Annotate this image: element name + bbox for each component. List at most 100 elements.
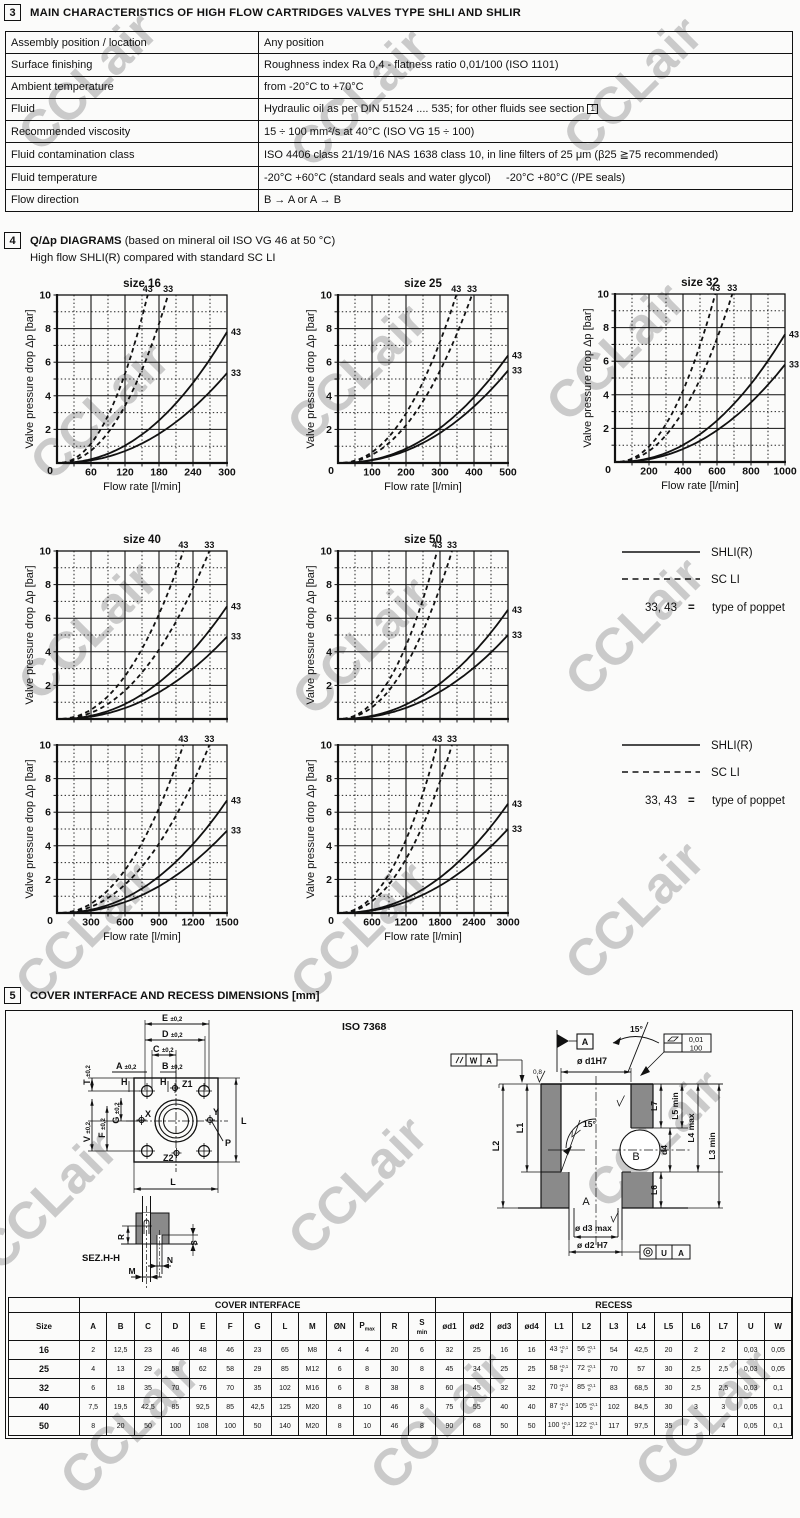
svg-text:300: 300 bbox=[218, 467, 236, 479]
svg-text:33: 33 bbox=[512, 824, 522, 834]
svg-text:60: 60 bbox=[85, 467, 97, 479]
svg-text:33: 33 bbox=[204, 540, 214, 550]
svg-text:type of poppet: type of poppet bbox=[712, 795, 786, 807]
svg-text:SC LI: SC LI bbox=[711, 767, 740, 779]
svg-text:0: 0 bbox=[605, 464, 611, 476]
svg-text:500: 500 bbox=[499, 467, 517, 479]
svg-text:33: 33 bbox=[447, 540, 457, 550]
svg-text:Valve pressure drop Δp [bar]: Valve pressure drop Δp [bar] bbox=[24, 759, 36, 898]
svg-text:8: 8 bbox=[326, 323, 332, 335]
svg-text:D ±0,2: D ±0,2 bbox=[162, 1029, 183, 1039]
svg-text:SHLI(R): SHLI(R) bbox=[711, 740, 753, 752]
svg-text:6: 6 bbox=[326, 357, 332, 369]
svg-text:size 40: size 40 bbox=[123, 534, 161, 546]
svg-text:43: 43 bbox=[432, 540, 442, 550]
svg-text:8: 8 bbox=[45, 773, 51, 785]
svg-text:10: 10 bbox=[320, 290, 332, 302]
svg-text:6: 6 bbox=[326, 613, 332, 625]
svg-text:SEZ.H-H: SEZ.H-H bbox=[82, 1253, 120, 1264]
svg-text:size 50: size 50 bbox=[404, 534, 442, 546]
svg-text:H: H bbox=[160, 1077, 167, 1087]
svg-text:10: 10 bbox=[597, 289, 609, 301]
svg-text:43: 43 bbox=[231, 327, 241, 337]
svg-text:400: 400 bbox=[674, 466, 692, 478]
svg-text:43: 43 bbox=[789, 329, 799, 339]
svg-text:Valve pressure drop Δp [bar]: Valve pressure drop Δp [bar] bbox=[305, 565, 317, 704]
svg-text:43: 43 bbox=[451, 284, 461, 294]
svg-text:H: H bbox=[121, 1077, 128, 1087]
svg-text:2: 2 bbox=[603, 423, 609, 435]
svg-text:1800: 1800 bbox=[428, 917, 452, 929]
svg-text:33, 43: 33, 43 bbox=[645, 795, 677, 807]
svg-text:180: 180 bbox=[150, 467, 168, 479]
svg-text:100: 100 bbox=[363, 467, 381, 479]
svg-text:L5 min: L5 min bbox=[670, 1092, 680, 1119]
svg-text:43: 43 bbox=[231, 601, 241, 611]
svg-text:Z2: Z2 bbox=[163, 1153, 174, 1163]
svg-text:8: 8 bbox=[45, 579, 51, 591]
svg-text:6: 6 bbox=[45, 357, 51, 369]
svg-text:6: 6 bbox=[45, 807, 51, 819]
svg-text:43: 43 bbox=[178, 734, 188, 744]
svg-text:size 25: size 25 bbox=[404, 278, 442, 290]
svg-text:43: 43 bbox=[432, 734, 442, 744]
svg-text:1000: 1000 bbox=[773, 466, 797, 478]
svg-text:33: 33 bbox=[231, 632, 241, 642]
svg-text:4: 4 bbox=[326, 390, 332, 402]
svg-text:6: 6 bbox=[603, 356, 609, 368]
svg-text:1500: 1500 bbox=[215, 917, 239, 929]
svg-text:15°: 15° bbox=[583, 1119, 596, 1129]
svg-text:M: M bbox=[128, 1266, 135, 1276]
svg-text:600: 600 bbox=[363, 917, 381, 929]
svg-text:4: 4 bbox=[326, 840, 332, 852]
svg-text:4: 4 bbox=[45, 646, 51, 658]
svg-text:0: 0 bbox=[328, 915, 334, 927]
svg-text:33, 43: 33, 43 bbox=[645, 602, 677, 614]
svg-text:Valve pressure drop Δp [bar]: Valve pressure drop Δp [bar] bbox=[582, 308, 594, 447]
svg-text:0: 0 bbox=[328, 465, 334, 477]
svg-text:L6: L6 bbox=[649, 1185, 659, 1195]
svg-text:6: 6 bbox=[326, 807, 332, 819]
svg-text:8: 8 bbox=[45, 323, 51, 335]
svg-text:=: = bbox=[688, 602, 695, 614]
svg-text:Valve pressure drop Δp [bar]: Valve pressure drop Δp [bar] bbox=[305, 309, 317, 448]
svg-text:10: 10 bbox=[39, 290, 51, 302]
svg-text:33: 33 bbox=[727, 283, 737, 293]
svg-text:43: 43 bbox=[512, 351, 522, 361]
svg-text:2: 2 bbox=[45, 874, 51, 886]
svg-text:L3 min: L3 min bbox=[707, 1132, 717, 1159]
svg-text:SC LI: SC LI bbox=[711, 574, 740, 586]
svg-text:E ±0,2: E ±0,2 bbox=[162, 1013, 183, 1023]
svg-text:2: 2 bbox=[326, 874, 332, 886]
svg-text:R: R bbox=[117, 1234, 126, 1240]
svg-text:100: 100 bbox=[690, 1044, 703, 1053]
svg-text:33: 33 bbox=[204, 734, 214, 744]
svg-text:SHLI(R): SHLI(R) bbox=[711, 547, 753, 559]
svg-text:A: A bbox=[582, 1196, 590, 1208]
svg-text:400: 400 bbox=[465, 467, 483, 479]
svg-text:200: 200 bbox=[640, 466, 658, 478]
svg-text:1200: 1200 bbox=[181, 917, 205, 929]
svg-text:4: 4 bbox=[603, 389, 609, 401]
svg-text:A: A bbox=[582, 1037, 589, 1047]
svg-text:B ±0,2: B ±0,2 bbox=[162, 1061, 183, 1071]
svg-text:V ±0,2: V ±0,2 bbox=[82, 1121, 92, 1142]
svg-text:Valve pressure drop Δp [bar]: Valve pressure drop Δp [bar] bbox=[24, 309, 36, 448]
svg-text:33: 33 bbox=[789, 360, 799, 370]
svg-text:43: 43 bbox=[143, 284, 153, 294]
svg-text:2: 2 bbox=[326, 680, 332, 692]
svg-text:43: 43 bbox=[512, 605, 522, 615]
svg-text:A: A bbox=[678, 1249, 684, 1258]
svg-text:4: 4 bbox=[45, 390, 51, 402]
svg-text:8: 8 bbox=[326, 579, 332, 591]
svg-text:ø d3 max: ø d3 max bbox=[575, 1223, 612, 1233]
svg-text:43: 43 bbox=[710, 283, 720, 293]
svg-text:L1: L1 bbox=[515, 1123, 525, 1134]
svg-text:Z1: Z1 bbox=[182, 1079, 193, 1089]
svg-text:L7: L7 bbox=[649, 1101, 659, 1111]
svg-text:Flow rate [l/min]: Flow rate [l/min] bbox=[661, 480, 739, 492]
svg-text:L: L bbox=[170, 1177, 176, 1187]
svg-text:=: = bbox=[688, 795, 695, 807]
svg-text:33: 33 bbox=[447, 734, 457, 744]
svg-text:3000: 3000 bbox=[496, 917, 520, 929]
